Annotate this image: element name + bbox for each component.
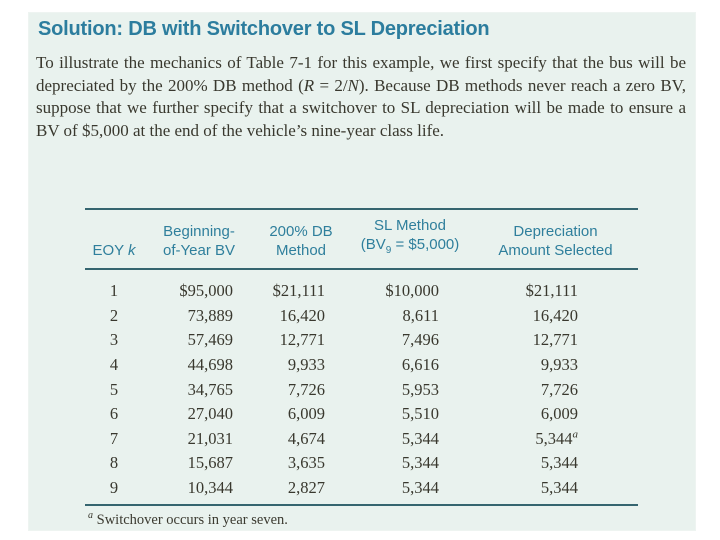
table-footnote: a Switchover occurs in year seven.: [85, 510, 638, 529]
cell-dep: 12,771: [532, 330, 578, 350]
cell-eoy: 1: [109, 281, 119, 301]
eoy-label: EOY: [92, 242, 129, 259]
cell-dep: 6,009: [540, 404, 578, 424]
intro-paragraph: To illustrate the mechanics of Table 7-1…: [36, 52, 686, 142]
table-row: 9 10,344 2,827 5,344 5,344: [85, 476, 638, 501]
cell-dep: $21,111: [525, 281, 578, 301]
bv-header-line1: Beginning-: [163, 223, 235, 240]
table-row: 3 57,469 12,771 7,496 12,771: [85, 328, 638, 353]
cell-db: 4,674: [287, 428, 325, 448]
page-title: Solution: DB with Switchover to SL Depre…: [38, 18, 490, 40]
table-rule-top: [85, 208, 638, 210]
footnote-text: Switchover occurs in year seven.: [96, 512, 288, 529]
cell-db: 7,726: [287, 379, 325, 399]
depreciation-table: EOY k Beginning-of-Year BV 200% DB Method…: [85, 208, 638, 529]
cell-bv: $95,000: [179, 281, 233, 301]
table-row: 7 21,031 4,674 5,344 5,344a: [85, 427, 638, 452]
cell-sl: 8,611: [402, 305, 439, 325]
cell-bv: 44,698: [187, 355, 233, 375]
table-header-row: EOY k Beginning-of-Year BV 200% DB Method…: [85, 210, 638, 268]
sl-header-line2-pre: (BV: [360, 236, 386, 253]
column-header-depreciation-selected: Depreciation Amount Selected: [473, 222, 638, 260]
column-header-beginning-bv: Beginning-of-Year BV: [143, 222, 255, 260]
sl-header-subscript: 9: [385, 245, 392, 256]
switchover-superscript: a: [572, 428, 579, 441]
cell-sl: 7,496: [401, 330, 439, 350]
table-row: 4 44,698 9,933 6,616 9,933: [85, 353, 638, 378]
cell-eoy: 4: [109, 355, 119, 375]
cell-eoy: 6: [109, 404, 119, 424]
cell-bv: 15,687: [187, 453, 233, 473]
cell-bv: 10,344: [187, 478, 233, 498]
cell-dep: 5,344a: [535, 428, 579, 448]
cell-db: 3,635: [287, 453, 325, 473]
dep-header-line2: Amount Selected: [498, 242, 613, 259]
table-row: 5 34,765 7,726 5,953 7,726: [85, 377, 638, 402]
eoy-variable: k: [128, 242, 136, 259]
cell-dep: 16,420: [532, 305, 578, 325]
cell-sl: 6,616: [401, 355, 439, 375]
intro-text-3: ). Because DB methods never reach a zero…: [36, 75, 686, 140]
column-header-db-method: 200% DB Method: [255, 222, 347, 260]
cell-eoy: 7: [109, 428, 119, 448]
cell-eoy: 3: [109, 330, 119, 350]
cell-eoy: 9: [109, 478, 119, 498]
table-row: 8 15,687 3,635 5,344 5,344: [85, 451, 638, 476]
cell-sl: 5,953: [401, 379, 439, 399]
cell-eoy: 2: [109, 305, 119, 325]
variable-n: N: [347, 75, 359, 95]
cell-dep: 7,726: [540, 379, 578, 399]
bv-header-line2: of-Year BV: [163, 242, 235, 259]
sl-header-line2-post: = $5,000): [391, 236, 460, 253]
cell-db: 2,827: [287, 478, 325, 498]
footnote-marker: a: [88, 510, 93, 522]
cell-db: 9,933: [287, 355, 325, 375]
cell-bv: 27,040: [187, 404, 233, 424]
db-header-line1: 200% DB: [269, 223, 333, 240]
cell-dep: 5,344: [540, 478, 578, 498]
cell-bv: 57,469: [187, 330, 233, 350]
cell-sl: 5,344: [401, 478, 439, 498]
table-rule-header: [85, 268, 638, 270]
cell-eoy: 8: [109, 453, 119, 473]
cell-sl: $10,000: [385, 281, 439, 301]
column-header-eoy: EOY k: [85, 241, 143, 260]
dep-header-line1: Depreciation: [513, 223, 598, 240]
table-row: 2 73,889 16,420 8,611 16,420: [85, 304, 638, 329]
cell-dep: 9,933: [540, 355, 578, 375]
scanned-slide-page: Solution: DB with Switchover to SL Depre…: [28, 12, 696, 531]
table-body: 1 $95,000 $21,111 $10,000 $21,111 2 73,889 16,4…: [85, 270, 638, 504]
db-header-line2: Method: [275, 242, 327, 259]
table-row: 1 $95,000 $21,111 $10,000 $21,111: [85, 279, 638, 304]
table-row: 6 27,040 6,009 5,510 6,009: [85, 402, 638, 427]
column-header-sl-method: SL Method (BV9 = $5,000): [347, 216, 473, 260]
cell-dep: 5,344: [540, 453, 578, 473]
intro-text-2: = 2/: [314, 75, 348, 95]
cell-sl: 5,510: [401, 404, 439, 424]
cell-bv: 73,889: [187, 305, 233, 325]
cell-bv: 21,031: [187, 428, 233, 448]
cell-db: 16,420: [279, 305, 325, 325]
cell-db: 12,771: [279, 330, 325, 350]
sl-header-line1: SL Method: [374, 217, 446, 234]
cell-eoy: 5: [109, 379, 119, 399]
cell-sl: 5,344: [401, 428, 439, 448]
cell-db: $21,111: [272, 281, 325, 301]
intro-text-1: To illustrate the mechanics of Table 7-1…: [36, 53, 686, 95]
cell-sl: 5,344: [401, 453, 439, 473]
table-rule-bottom: [85, 504, 638, 507]
variable-r: R: [303, 75, 315, 95]
cell-db: 6,009: [287, 404, 325, 424]
cell-bv: 34,765: [187, 379, 233, 399]
